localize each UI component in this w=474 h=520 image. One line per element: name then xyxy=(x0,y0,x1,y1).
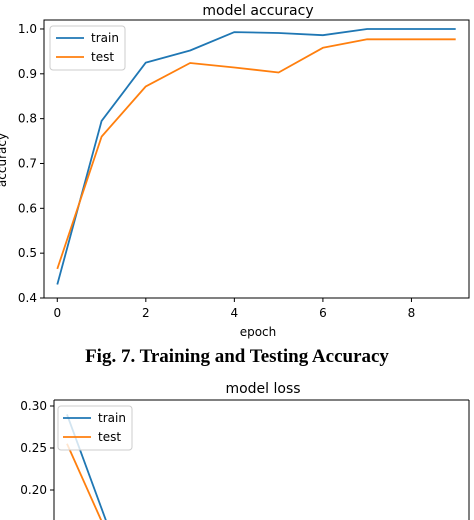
y-tick-label: 0.30 xyxy=(20,399,47,413)
x-tick-label: 2 xyxy=(142,306,150,320)
y-tick-label: 0.6 xyxy=(18,201,37,215)
loss-y-ticks: 0.20 0.25 0.30 xyxy=(20,399,54,497)
y-tick-label: 0.20 xyxy=(20,483,47,497)
accuracy-legend: train test xyxy=(49,25,126,71)
y-tick-label: 0.4 xyxy=(18,291,37,305)
accuracy-chart-title: model accuracy xyxy=(202,3,313,19)
x-tick-label: 0 xyxy=(53,306,61,320)
accuracy-chart: model accuracy 0.4 0.5 0.6 0.7 0.8 0.9 1.0 0 2 4… xyxy=(0,3,470,339)
loss-legend-box xyxy=(57,405,133,451)
accuracy-legend-train-label: train xyxy=(91,31,119,45)
series-line-test xyxy=(56,38,456,270)
loss-legend: train test xyxy=(57,405,133,451)
accuracy-plot-frame xyxy=(43,19,470,299)
x-tick-label: 8 xyxy=(408,306,416,320)
y-tick-label: 0.9 xyxy=(18,67,37,81)
accuracy-series-group xyxy=(56,28,456,285)
accuracy-x-ticks: 0 2 4 6 8 xyxy=(53,298,415,320)
accuracy-legend-box xyxy=(49,25,126,71)
accuracy-legend-test-label: test xyxy=(91,50,114,64)
loss-legend-test-label: test xyxy=(98,430,121,444)
y-tick-label: 0.7 xyxy=(18,156,37,170)
x-tick-label: 6 xyxy=(319,306,327,320)
series-line-train xyxy=(56,28,456,285)
loss-legend-train-label: train xyxy=(98,411,126,425)
y-tick-label: 0.25 xyxy=(20,441,47,455)
accuracy-y-ticks: 0.4 0.5 0.6 0.7 0.8 0.9 1.0 xyxy=(18,22,44,305)
loss-chart: model loss 0.20 0.25 0.30 train test xyxy=(20,381,470,520)
y-tick-label: 0.8 xyxy=(18,112,37,126)
loss-chart-title: model loss xyxy=(225,381,300,397)
y-tick-label: 1.0 xyxy=(18,22,37,36)
series-line-test xyxy=(66,443,103,520)
accuracy-x-axis-label: epoch xyxy=(240,325,277,339)
accuracy-y-axis-label: accuracy xyxy=(0,133,9,187)
x-tick-label: 4 xyxy=(231,306,239,320)
y-tick-label: 0.5 xyxy=(18,246,37,260)
figure-caption: Fig. 7. Training and Testing Accuracy xyxy=(85,346,389,367)
